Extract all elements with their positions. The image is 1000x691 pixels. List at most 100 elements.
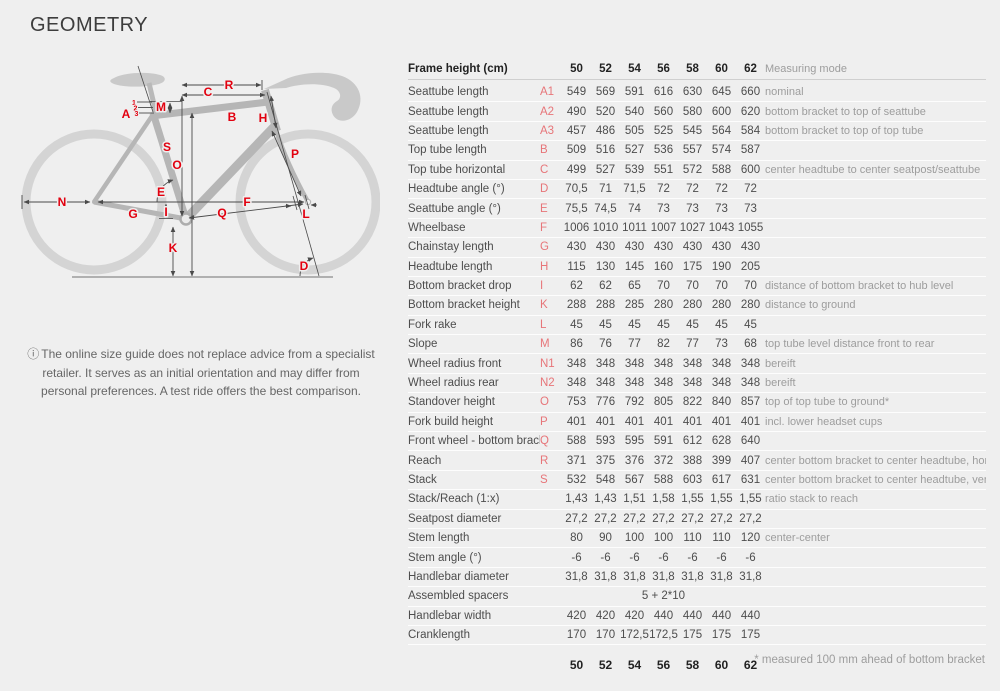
row-value: 440 <box>740 609 761 622</box>
row-value: 440 <box>653 609 674 622</box>
row-value: 285 <box>624 299 645 312</box>
row-measure: distance to ground <box>765 299 856 312</box>
footer-size: 56 <box>656 658 671 673</box>
row-code: F <box>540 221 548 234</box>
row-value: 348 <box>566 357 587 370</box>
row-measure: bereift <box>765 357 796 370</box>
row-value: -6 <box>658 551 669 564</box>
table-row: Stem length 80 90 100 100 110 110 120 center-cen… <box>408 529 986 549</box>
row-value: 499 <box>566 163 587 176</box>
row-value: 1,58 <box>652 493 675 506</box>
row-value: 73 <box>715 338 728 351</box>
seatpost <box>146 82 159 114</box>
geometry-table: Frame height (cm) 50 52 54 56 58 60 62 M… <box>408 58 986 679</box>
row-value: 401 <box>740 415 761 428</box>
geometry-table-rows: Seattube length A1 549 569 591 616 630 645 660 no… <box>408 83 986 646</box>
row-value: 401 <box>682 415 703 428</box>
row-value: 90 <box>599 532 612 545</box>
handlebar <box>264 72 361 121</box>
table-row: Assembled spacers 5 + 2*10 <box>408 587 986 607</box>
row-value: 420 <box>595 609 616 622</box>
header-size: 50 <box>570 62 583 75</box>
row-value: 457 <box>566 124 587 137</box>
row-code: C <box>540 163 549 176</box>
row-value: 120 <box>740 532 761 545</box>
row-value: 348 <box>595 357 616 370</box>
table-row: Reach R 371 375 376 372 388 399 407 center bottom… <box>408 451 986 471</box>
table-row: Handlebar width 420 420 420 440 440 440 440 <box>408 607 986 626</box>
note-text: The online size guide does not replace a… <box>41 347 375 399</box>
row-value: 77 <box>628 338 641 351</box>
row-value: 190 <box>711 260 732 273</box>
row-value: 348 <box>566 377 587 390</box>
row-value: 31,8 <box>710 570 733 583</box>
row-value: 532 <box>566 474 587 486</box>
row-value: 45 <box>686 318 699 331</box>
row-value: -6 <box>629 551 640 564</box>
row-value: 110 <box>683 532 702 545</box>
header-size: 56 <box>657 62 670 75</box>
row-value: 71 <box>599 183 612 196</box>
row-value: 348 <box>624 357 645 370</box>
row-label: Seattube length <box>408 105 489 118</box>
row-label: Standover height <box>408 396 495 409</box>
row-value: 348 <box>595 377 616 390</box>
row-value: 72 <box>744 183 757 196</box>
row-value: 430 <box>740 241 761 254</box>
row-value: 1007 <box>650 221 677 234</box>
table-row: Fork build height P 401 401 401 401 401 401 401 i… <box>408 413 986 433</box>
row-value: 600 <box>740 163 761 176</box>
dim-Q <box>188 202 304 220</box>
header-size: 62 <box>744 62 757 75</box>
row-label: Bottom bracket height <box>408 299 520 312</box>
row-value: 371 <box>566 454 587 467</box>
row-label: Fork rake <box>408 318 457 331</box>
row-value: 588 <box>566 435 587 448</box>
row-label: Seatpost diameter <box>408 512 502 525</box>
row-label: Fork build height <box>408 415 494 428</box>
row-value: 175 <box>740 629 761 642</box>
row-value: 527 <box>595 163 616 176</box>
header-size: 54 <box>628 62 641 75</box>
row-value: 616 <box>653 86 674 99</box>
table-row: Stack S 532 548 567 588 603 617 631 center bottom… <box>408 471 986 491</box>
row-label: Wheelbase <box>408 221 466 234</box>
row-value: 73 <box>744 202 757 215</box>
row-value: 792 <box>624 396 645 409</box>
table-row: Bottom bracket height K 288 288 285 280 280 280… <box>408 296 986 316</box>
footer-size: 52 <box>598 658 613 673</box>
row-value: 45 <box>715 318 728 331</box>
row-value: 62 <box>570 280 583 293</box>
row-value: 280 <box>682 299 703 312</box>
row-value: 549 <box>566 86 587 99</box>
row-value: 631 <box>740 474 761 486</box>
row-span-value: 5 + 2*10 <box>641 590 686 603</box>
row-value: 574 <box>711 144 732 157</box>
table-header-row: Frame height (cm) 50 52 54 56 58 60 62 M… <box>408 58 986 80</box>
row-value: 430 <box>653 241 674 254</box>
row-value: 27,2 <box>710 512 733 525</box>
row-value: 520 <box>595 105 616 118</box>
row-value: 407 <box>740 454 761 467</box>
label-D: D <box>300 259 309 273</box>
row-measure: center-center <box>765 532 830 545</box>
row-value: 175 <box>682 629 703 642</box>
row-label: Reach <box>408 454 442 467</box>
row-value: 31,8 <box>623 570 646 583</box>
row-code: O <box>540 396 549 409</box>
label-A2: 2 <box>134 106 138 113</box>
row-value: 70 <box>715 280 728 293</box>
row-value: 527 <box>624 144 645 157</box>
table-row: Bottom bracket drop I 62 62 65 70 70 70 70 distan… <box>408 277 986 297</box>
page-title: GEOMETRY <box>30 14 149 36</box>
label-E: E <box>157 185 165 199</box>
label-N: N <box>58 195 67 209</box>
bike-silhouette <box>21 72 381 275</box>
row-code: L <box>540 318 547 331</box>
row-value: 100 <box>653 532 674 545</box>
row-value: 376 <box>624 454 645 467</box>
row-value: 375 <box>595 454 616 467</box>
table-row: Wheelbase F 1006 1010 1011 1007 1027 1043 1055 <box>408 219 986 239</box>
row-value: 591 <box>653 435 674 448</box>
